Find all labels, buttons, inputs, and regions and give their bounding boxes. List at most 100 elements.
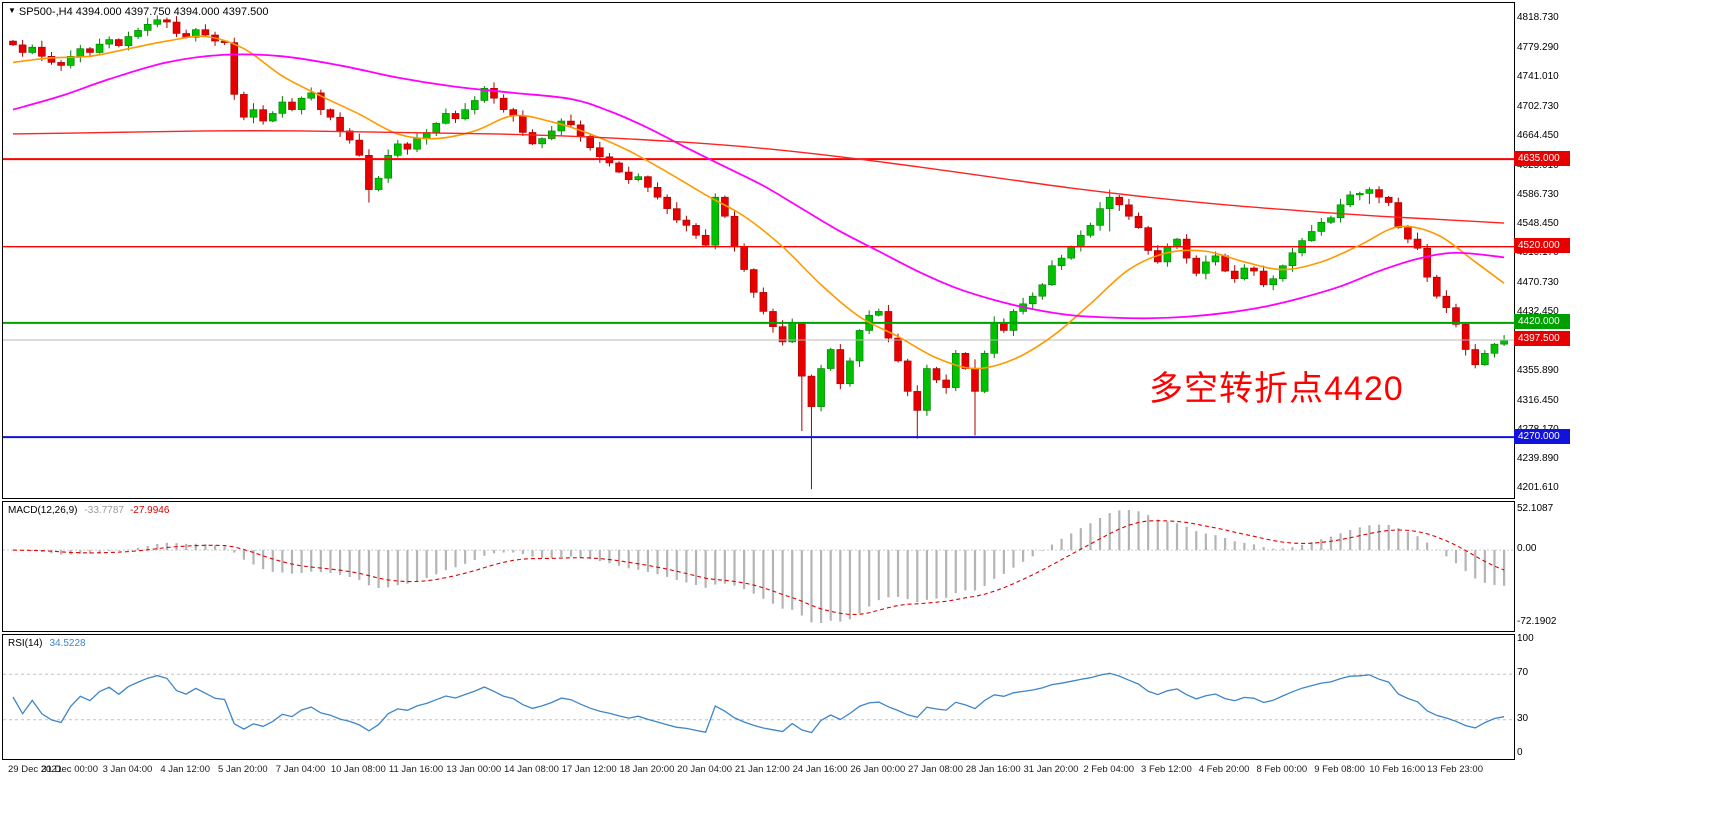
time-axis-label: 27 Jan 08:00	[908, 764, 963, 775]
candle-body	[769, 311, 777, 327]
candle-body	[980, 353, 989, 392]
candle-body	[1211, 255, 1220, 263]
candle-body	[701, 234, 710, 246]
candle-body	[634, 176, 643, 180]
macd-histogram	[21, 510, 1506, 623]
chart-title: ▼ SP500-,H4 4394.000 4397.750 4394.000 43…	[8, 6, 268, 18]
candle-body	[365, 155, 373, 190]
time-axis-label: 4 Jan 12:00	[160, 764, 210, 775]
candle-body	[66, 56, 75, 66]
candle-body	[1307, 231, 1316, 241]
candle-body	[817, 368, 825, 407]
candle-body	[586, 135, 595, 148]
candle-body	[1500, 339, 1508, 345]
time-axis-label: 24 Jan 16:00	[792, 764, 848, 775]
candle-body	[798, 322, 806, 377]
rsi-value: 34.5228	[49, 638, 86, 649]
candle-body	[105, 39, 113, 45]
price-axis-label: 4741.010	[1517, 71, 1559, 83]
candle-body	[1365, 189, 1374, 194]
candle-body	[268, 113, 277, 122]
candle-body	[1471, 349, 1480, 366]
price-badge: 4397.500	[1514, 331, 1570, 347]
candle-body	[38, 46, 46, 57]
candle-body	[1452, 307, 1460, 325]
ma-line-medium	[12, 53, 1505, 320]
time-axis-label: 8 Feb 00:00	[1256, 764, 1308, 775]
time-axis-label: 9 Feb 08:00	[1314, 764, 1365, 775]
candle-body	[403, 143, 412, 150]
macd-axis-label: -72.1902	[1517, 616, 1557, 627]
price-axis-label: 4779.290	[1517, 42, 1559, 54]
candle-body	[336, 116, 344, 132]
candle-body	[778, 326, 787, 343]
candle-body	[1461, 324, 1470, 350]
price-badge: 4270.000	[1514, 428, 1570, 444]
price-axis: 4818.730 4779.290 4741.010 4702.730 4664.450…	[1514, 2, 1717, 499]
candle-body	[894, 337, 902, 362]
candle-body	[923, 368, 931, 411]
candle-body	[596, 147, 604, 158]
candle-body	[1279, 265, 1287, 279]
candle-body	[1327, 217, 1335, 223]
candle-body	[1288, 252, 1297, 267]
price-axis-label: 4239.890	[1517, 453, 1559, 464]
price-axis-label: 4548.450	[1517, 218, 1559, 230]
candle-body	[432, 123, 441, 133]
price-badge: 4520.000	[1514, 238, 1570, 254]
candle-body	[1105, 196, 1114, 209]
candle-body	[288, 101, 296, 110]
candles-group	[9, 15, 1508, 490]
time-axis-label: 7 Jan 04:00	[275, 764, 326, 775]
candle-body	[1144, 227, 1152, 251]
candle-body	[240, 94, 248, 118]
time-axis-label: 11 Jan 16:00	[388, 764, 444, 775]
candle-body	[653, 186, 662, 198]
candle-body	[855, 330, 864, 362]
price-chart-panel[interactable]: ▼ SP500-,H4 4394.000 4397.750 4394.000 43…	[2, 2, 1515, 499]
candle-body	[874, 311, 883, 316]
candle-body	[355, 139, 364, 156]
symbol-ohlc-title: SP500-,H4 4394.000 4397.750 4394.000 439…	[18, 6, 269, 18]
candle-body	[480, 87, 489, 101]
candle-body	[345, 130, 354, 141]
candle-body	[1067, 246, 1075, 259]
candle-body	[759, 292, 768, 312]
candle-body	[393, 143, 402, 156]
candle-body	[788, 322, 797, 343]
time-axis-label: 10 Jan 08:00	[330, 764, 386, 775]
rsi-panel[interactable]: RSI(14) 34.5228	[2, 634, 1515, 760]
candle-body	[470, 100, 479, 110]
macd-signal-line	[12, 520, 1505, 616]
candle-body	[519, 115, 527, 133]
macd-panel[interactable]: MACD(12,26,9) -33.7787 -27.9946	[2, 501, 1515, 632]
time-axis-label: 26 Jan 00:00	[850, 764, 906, 775]
candle-body	[547, 130, 556, 139]
candle-body	[1336, 204, 1345, 219]
candle-body	[499, 97, 508, 110]
candle-body	[672, 208, 681, 221]
time-axis-label: 2 Feb 04:00	[1083, 764, 1135, 775]
price-axis-label: 4355.890	[1517, 364, 1559, 376]
price-axis-label: 4664.450	[1517, 129, 1559, 141]
candle-body	[317, 92, 325, 110]
candle-body	[1317, 222, 1326, 232]
time-axis-label: 18 Jan 20:00	[619, 764, 675, 775]
candle-body	[682, 219, 691, 226]
candle-body	[1404, 227, 1412, 240]
candle-body	[153, 19, 162, 25]
time-axis-label: 17 Jan 12:00	[561, 764, 617, 775]
candle-body	[9, 40, 17, 46]
time-axis-label: 4 Feb 20:00	[1198, 764, 1250, 775]
rsi-axis: 100 70 30 0	[1517, 633, 1717, 760]
candle-body	[326, 109, 335, 118]
price-axis-label: 4432.450	[1517, 306, 1559, 318]
time-axis-label: 3 Feb 12:00	[1141, 764, 1192, 775]
candle-body	[1182, 238, 1191, 259]
candle-body	[1009, 311, 1018, 331]
price-axis-label: 4316.450	[1517, 394, 1559, 406]
price-badge: 4635.000	[1514, 150, 1570, 166]
collapse-triangle-icon[interactable]: ▼	[8, 6, 16, 15]
candlestick-chart	[3, 15, 1514, 490]
